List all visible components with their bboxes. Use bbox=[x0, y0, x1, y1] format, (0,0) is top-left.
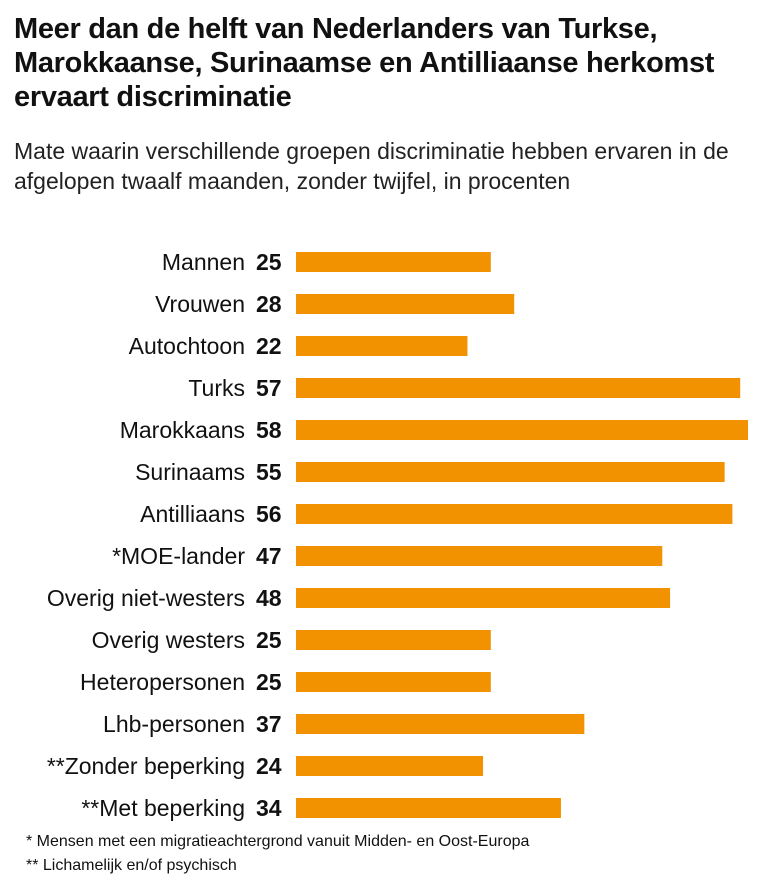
value-label: 25 bbox=[256, 249, 282, 275]
bar bbox=[296, 756, 484, 776]
category-label: **Zonder beperking bbox=[47, 753, 245, 779]
value-label: 24 bbox=[256, 753, 282, 779]
bar bbox=[296, 630, 491, 650]
bar bbox=[296, 252, 491, 272]
category-label: Turks bbox=[188, 375, 245, 401]
value-label: 25 bbox=[256, 627, 282, 653]
bar bbox=[296, 672, 491, 692]
bar-chart: Mannen 25 Vrouwen 28 Autochtoon 22 Turks 57 Maro… bbox=[47, 249, 748, 821]
value-label: 34 bbox=[256, 795, 282, 821]
value-label: 56 bbox=[256, 501, 282, 527]
category-label: Antilliaans bbox=[140, 501, 245, 527]
value-label: 47 bbox=[256, 543, 282, 569]
category-label: Overig niet-westers bbox=[47, 585, 245, 611]
value-label: 22 bbox=[256, 333, 282, 359]
footnote-moe: * Mensen met een migratieachtergrond van… bbox=[26, 833, 530, 850]
value-label: 37 bbox=[256, 711, 282, 737]
value-label: 48 bbox=[256, 585, 282, 611]
category-label: Vrouwen bbox=[155, 291, 245, 317]
category-label: Lhb-personen bbox=[103, 711, 245, 737]
bar bbox=[296, 294, 515, 314]
value-label: 28 bbox=[256, 291, 282, 317]
chart-subtitle: Mate waarin verschillende groepen discri… bbox=[14, 138, 729, 194]
category-label: Mannen bbox=[162, 249, 245, 275]
category-label: Marokkaans bbox=[120, 417, 245, 443]
value-label: 25 bbox=[256, 669, 282, 695]
category-label: Surinaams bbox=[135, 459, 245, 485]
category-label: Autochtoon bbox=[129, 333, 245, 359]
bar bbox=[296, 336, 468, 356]
bar bbox=[296, 378, 741, 398]
bar bbox=[296, 462, 725, 482]
category-label: **Met beperking bbox=[81, 795, 245, 821]
bar bbox=[296, 798, 561, 818]
category-label: Heteropersonen bbox=[80, 669, 245, 695]
chart-title: Meer dan de helft van Nederlanders van T… bbox=[14, 13, 715, 113]
category-label: *MOE-lander bbox=[112, 543, 245, 569]
bar bbox=[296, 588, 671, 608]
bar bbox=[296, 714, 585, 734]
bar bbox=[296, 420, 748, 440]
footnotes: * Mensen met een migratieachtergrond van… bbox=[26, 830, 746, 878]
footnote-beperking: ** Lichamelijk en/of psychisch bbox=[26, 857, 237, 874]
bar bbox=[296, 504, 733, 524]
value-label: 57 bbox=[256, 375, 282, 401]
bar bbox=[296, 546, 663, 566]
value-label: 55 bbox=[256, 459, 282, 485]
category-label: Overig westers bbox=[92, 627, 245, 653]
value-label: 58 bbox=[256, 417, 282, 443]
